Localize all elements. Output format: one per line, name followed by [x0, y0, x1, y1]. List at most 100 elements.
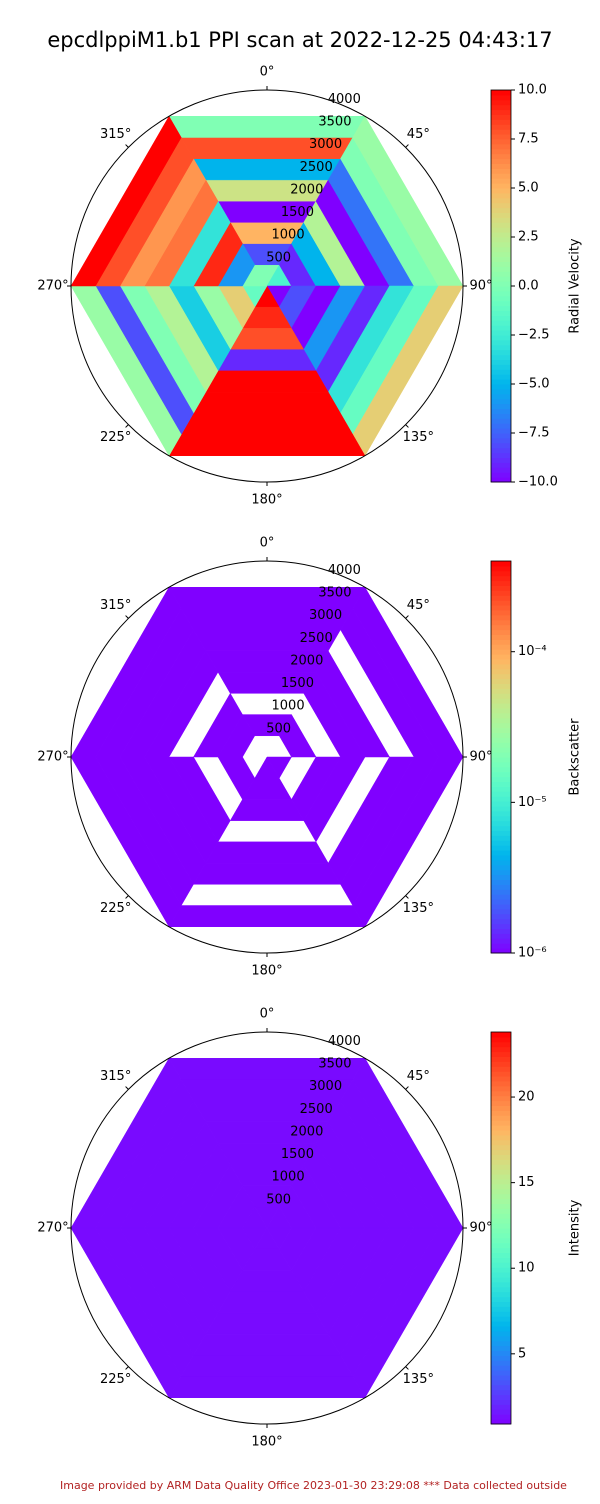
- colorbar-swatch: [491, 1370, 511, 1376]
- colorbar-swatch: [491, 1081, 511, 1087]
- colorbar-swatch: [491, 1247, 511, 1253]
- colorbar-swatch: [491, 192, 511, 199]
- footer: Image provided by ARM Data Quality Offic…: [60, 1479, 567, 1492]
- colorbar-swatch: [491, 168, 511, 174]
- colorbar-swatch: [491, 830, 511, 836]
- r-tick-label: 1500: [281, 1147, 314, 1162]
- colorbar-swatch: [491, 1389, 511, 1396]
- colorbar-tick-label: 0.0: [518, 279, 539, 294]
- colorbar-swatch: [491, 561, 511, 567]
- colorbar-swatch: [491, 913, 511, 920]
- colorbar-swatch: [491, 359, 511, 365]
- colorbar-swatch: [491, 1291, 511, 1298]
- colorbar-tick-label: 5.0: [518, 181, 539, 196]
- colorbar-swatch: [491, 1095, 511, 1102]
- colorbar-swatch: [491, 286, 511, 292]
- colorbar-swatch: [491, 1125, 511, 1131]
- colorbar-swatch: [491, 418, 511, 424]
- colorbar-swatch: [491, 379, 511, 385]
- colorbar-swatch: [491, 1208, 511, 1214]
- theta-tick-label: 315°: [100, 598, 131, 613]
- theta-tick-label: 45°: [407, 1069, 430, 1084]
- theta-tick: [125, 615, 129, 619]
- r-tick-label: 500: [266, 250, 291, 265]
- colorbar-swatch: [491, 864, 511, 871]
- colorbar-swatch: [491, 1154, 511, 1160]
- colorbar-swatch: [491, 796, 511, 802]
- theta-tick: [125, 424, 129, 428]
- colorbar-swatch: [491, 624, 511, 631]
- colorbar-swatch: [491, 437, 511, 444]
- theta-tick: [405, 1366, 409, 1370]
- colorbar-swatch: [491, 158, 511, 164]
- colorbar-swatch: [491, 94, 511, 101]
- colorbar-swatch: [491, 388, 511, 395]
- colorbar-swatch: [491, 693, 511, 699]
- colorbar-swatch: [491, 1277, 511, 1283]
- colorbar-swatch: [491, 732, 511, 738]
- theta-tick: [405, 895, 409, 899]
- colorbar-swatch: [491, 364, 511, 370]
- colorbar-swatch: [491, 752, 511, 758]
- colorbar-swatch: [491, 335, 511, 341]
- theta-tick: [405, 615, 409, 619]
- colorbar-swatch: [491, 398, 511, 405]
- colorbar-swatch: [491, 874, 511, 880]
- colorbar-swatch: [491, 433, 511, 439]
- theta-tick: [125, 895, 129, 899]
- colorbar-swatch: [491, 938, 511, 944]
- colorbar-swatch: [491, 673, 511, 680]
- colorbar-swatch: [491, 1311, 511, 1317]
- r-tick-label: 3000: [309, 137, 342, 152]
- colorbar-swatch: [491, 134, 511, 140]
- colorbar-swatch: [491, 271, 511, 277]
- r-tick-label: 3000: [309, 1079, 342, 1094]
- colorbar-swatch: [491, 261, 511, 267]
- colorbar-swatch: [491, 688, 511, 694]
- colorbar-swatch: [491, 241, 511, 248]
- colorbar-swatch: [491, 1335, 511, 1342]
- theta-tick-label: 135°: [403, 430, 434, 445]
- colorbar-swatch: [491, 776, 511, 782]
- colorbar-swatch: [491, 305, 511, 311]
- colorbar-swatch: [491, 585, 511, 591]
- colorbar-swatch: [491, 1110, 511, 1116]
- colorbar-frame: [490, 1031, 512, 1425]
- colorbar-swatch: [491, 232, 511, 238]
- colorbar-swatch: [491, 1242, 511, 1249]
- colorbar-swatch: [491, 114, 511, 120]
- colorbar-swatch: [491, 1076, 511, 1082]
- colorbar-swatch: [491, 452, 511, 458]
- colorbar-swatch: [491, 590, 511, 596]
- colorbar-swatch: [491, 810, 511, 817]
- colorbar-swatch: [491, 1257, 511, 1263]
- colorbar-swatch: [491, 614, 511, 621]
- r-tick-label: 2500: [300, 160, 333, 175]
- colorbar-swatch: [491, 281, 511, 287]
- theta-tick-label: 180°: [251, 964, 282, 979]
- colorbar-swatch: [491, 889, 511, 895]
- range-cell: [193, 391, 341, 414]
- colorbar-swatch: [491, 202, 511, 209]
- colorbar-swatch: [491, 1223, 511, 1229]
- colorbar-swatch: [491, 859, 511, 866]
- colorbar-swatch: [491, 1262, 511, 1268]
- colorbar-swatch: [491, 1144, 511, 1151]
- theta-tick-label: 225°: [100, 430, 131, 445]
- theta-tick-label: 135°: [403, 1372, 434, 1387]
- r-tick-label: 1000: [272, 228, 305, 243]
- colorbar-swatch: [491, 908, 511, 915]
- theta-tick: [125, 1366, 129, 1370]
- colorbar-swatch: [491, 580, 511, 586]
- colorbar-tick-label: −5.0: [518, 377, 550, 392]
- colorbar-swatch: [491, 781, 511, 787]
- colorbar-swatch: [491, 806, 511, 812]
- colorbar-label: Radial Velocity: [568, 238, 583, 334]
- colorbar-swatch: [491, 109, 511, 115]
- colorbar-swatch: [491, 668, 511, 675]
- colorbar-swatch: [491, 791, 511, 797]
- range-cell: [229, 799, 305, 821]
- colorbar-swatch: [491, 315, 511, 321]
- colorbar-swatch: [491, 825, 511, 831]
- r-tick-label: 3500: [318, 1057, 351, 1072]
